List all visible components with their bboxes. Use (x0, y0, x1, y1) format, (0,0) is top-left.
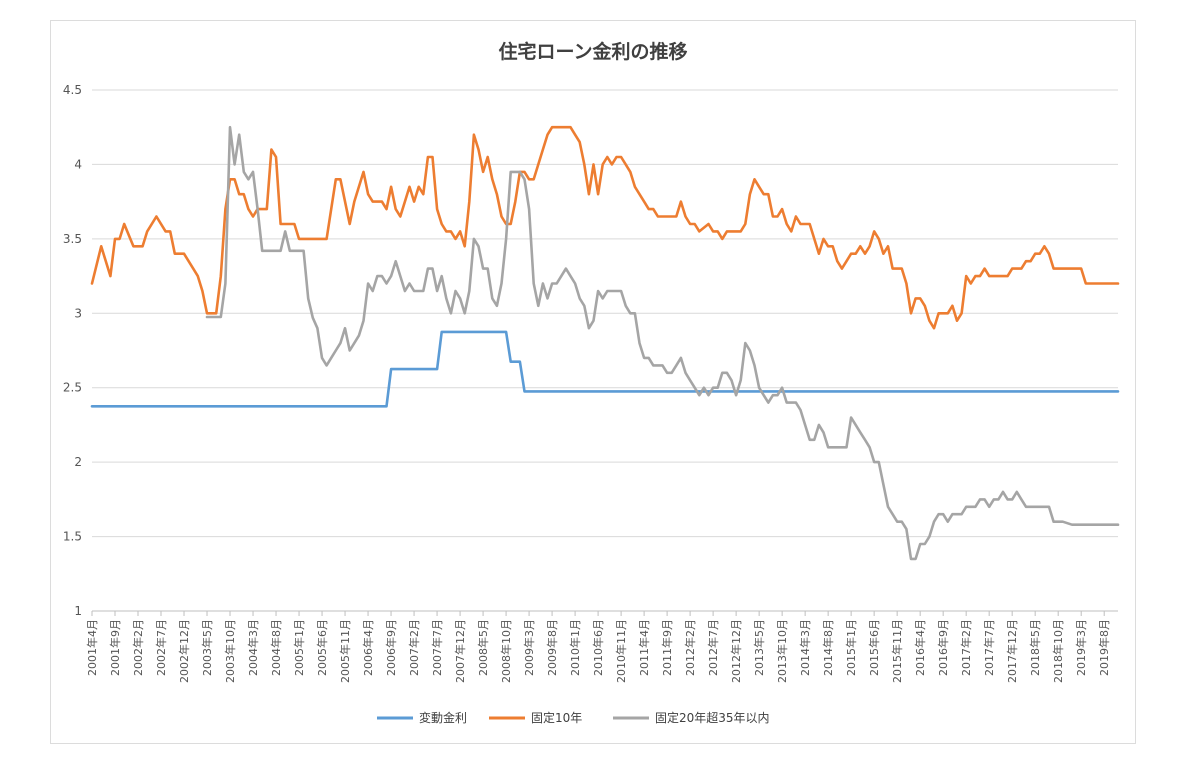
chart-title: 住宅ローン金利の推移 (498, 40, 687, 63)
x-tick-label: 2007年2月 (407, 619, 421, 676)
x-tick-label: 2001年9月 (108, 619, 122, 676)
gridlines (92, 89, 1118, 538)
x-tick-label: 2004年3月 (246, 619, 260, 676)
legend-label: 固定20年超35年以内 (655, 710, 770, 725)
series-line (205, 125, 1120, 561)
x-tick-label: 2003年10月 (223, 619, 237, 683)
x-tick-label: 2010年1月 (568, 619, 582, 676)
y-tick-label: 1.5 (63, 530, 82, 544)
legend-label: 変動金利 (419, 710, 467, 725)
x-tick-label: 2010年11月 (614, 619, 628, 683)
x-tick-label: 2017年2月 (959, 619, 973, 676)
x-tick-label: 2014年8月 (821, 619, 835, 676)
x-tick-label: 2005年1月 (292, 619, 306, 676)
x-tick-label: 2019年3月 (1074, 619, 1088, 676)
x-tick-label: 2007年12月 (453, 619, 467, 683)
x-tick-label: 2008年5月 (476, 619, 490, 676)
series-line (90, 125, 1120, 330)
x-tick-label: 2011年9月 (660, 619, 674, 676)
x-tick-label: 2013年5月 (752, 619, 766, 676)
series-lines (90, 125, 1120, 561)
x-tick-label: 2005年6月 (315, 619, 329, 676)
x-tick-label: 2006年4月 (361, 619, 375, 676)
y-tick-label: 4.5 (63, 83, 82, 97)
x-tick-label: 2002年12月 (177, 619, 191, 683)
x-tick-label: 2013年10月 (775, 619, 789, 683)
x-tick-label: 2009年8月 (545, 619, 559, 676)
x-tick-label: 2008年10月 (499, 619, 513, 683)
y-tick-label: 4 (74, 157, 82, 171)
x-tick-label: 2009年3月 (522, 619, 536, 676)
legend-label: 固定10年 (531, 710, 582, 725)
x-tick-label: 2002年7月 (154, 619, 168, 676)
y-tick-label: 3 (74, 306, 82, 320)
x-tick-label: 2006年9月 (384, 619, 398, 676)
x-tick-label: 2015年11月 (890, 619, 904, 683)
x-tick-label: 2016年9月 (936, 619, 950, 676)
x-tick-label: 2012年7月 (706, 619, 720, 676)
x-tick-label: 2005年11月 (338, 619, 352, 683)
x-tick-label: 2017年7月 (982, 619, 996, 676)
x-tick-label: 2015年1月 (844, 619, 858, 676)
x-tick-label: 2012年2月 (683, 619, 697, 676)
x-tick-label: 2018年10月 (1051, 619, 1065, 683)
x-tick-label: 2003年5月 (200, 619, 214, 676)
x-tick-label: 2016年4月 (913, 619, 927, 676)
x-tick-label: 2017年12月 (1005, 619, 1019, 683)
x-tick-label: 2018年5月 (1028, 619, 1042, 676)
x-tick-label: 2014年3月 (798, 619, 812, 676)
x-tick-label: 2004年8月 (269, 619, 283, 676)
x-tick-label: 2015年6月 (867, 619, 881, 676)
y-tick-label: 1 (74, 604, 82, 618)
x-tick-label: 2019年8月 (1097, 619, 1111, 676)
legend: 変動金利 固定10年 固定20年超35年以内 (377, 710, 770, 725)
y-tick-label: 3.5 (63, 232, 82, 246)
series-line (90, 330, 1120, 408)
x-tick-label: 2011年4月 (637, 619, 651, 676)
x-tick-label: 2001年4月 (85, 619, 99, 676)
y-axis: 1 1.5 2 2.5 3 3.5 4 4.5 (63, 83, 82, 618)
x-tick-label: 2010年6月 (591, 619, 605, 676)
y-tick-label: 2.5 (63, 381, 82, 395)
x-tick-label: 2007年7月 (430, 619, 444, 676)
x-tick-label: 2002年2月 (131, 619, 145, 676)
y-tick-label: 2 (74, 455, 82, 469)
x-tick-label: 2012年12月 (729, 619, 743, 683)
x-axis: 2001年4月 2001年9月 2002年2月 2002年7月 2002年12月 2003… (85, 610, 1118, 683)
